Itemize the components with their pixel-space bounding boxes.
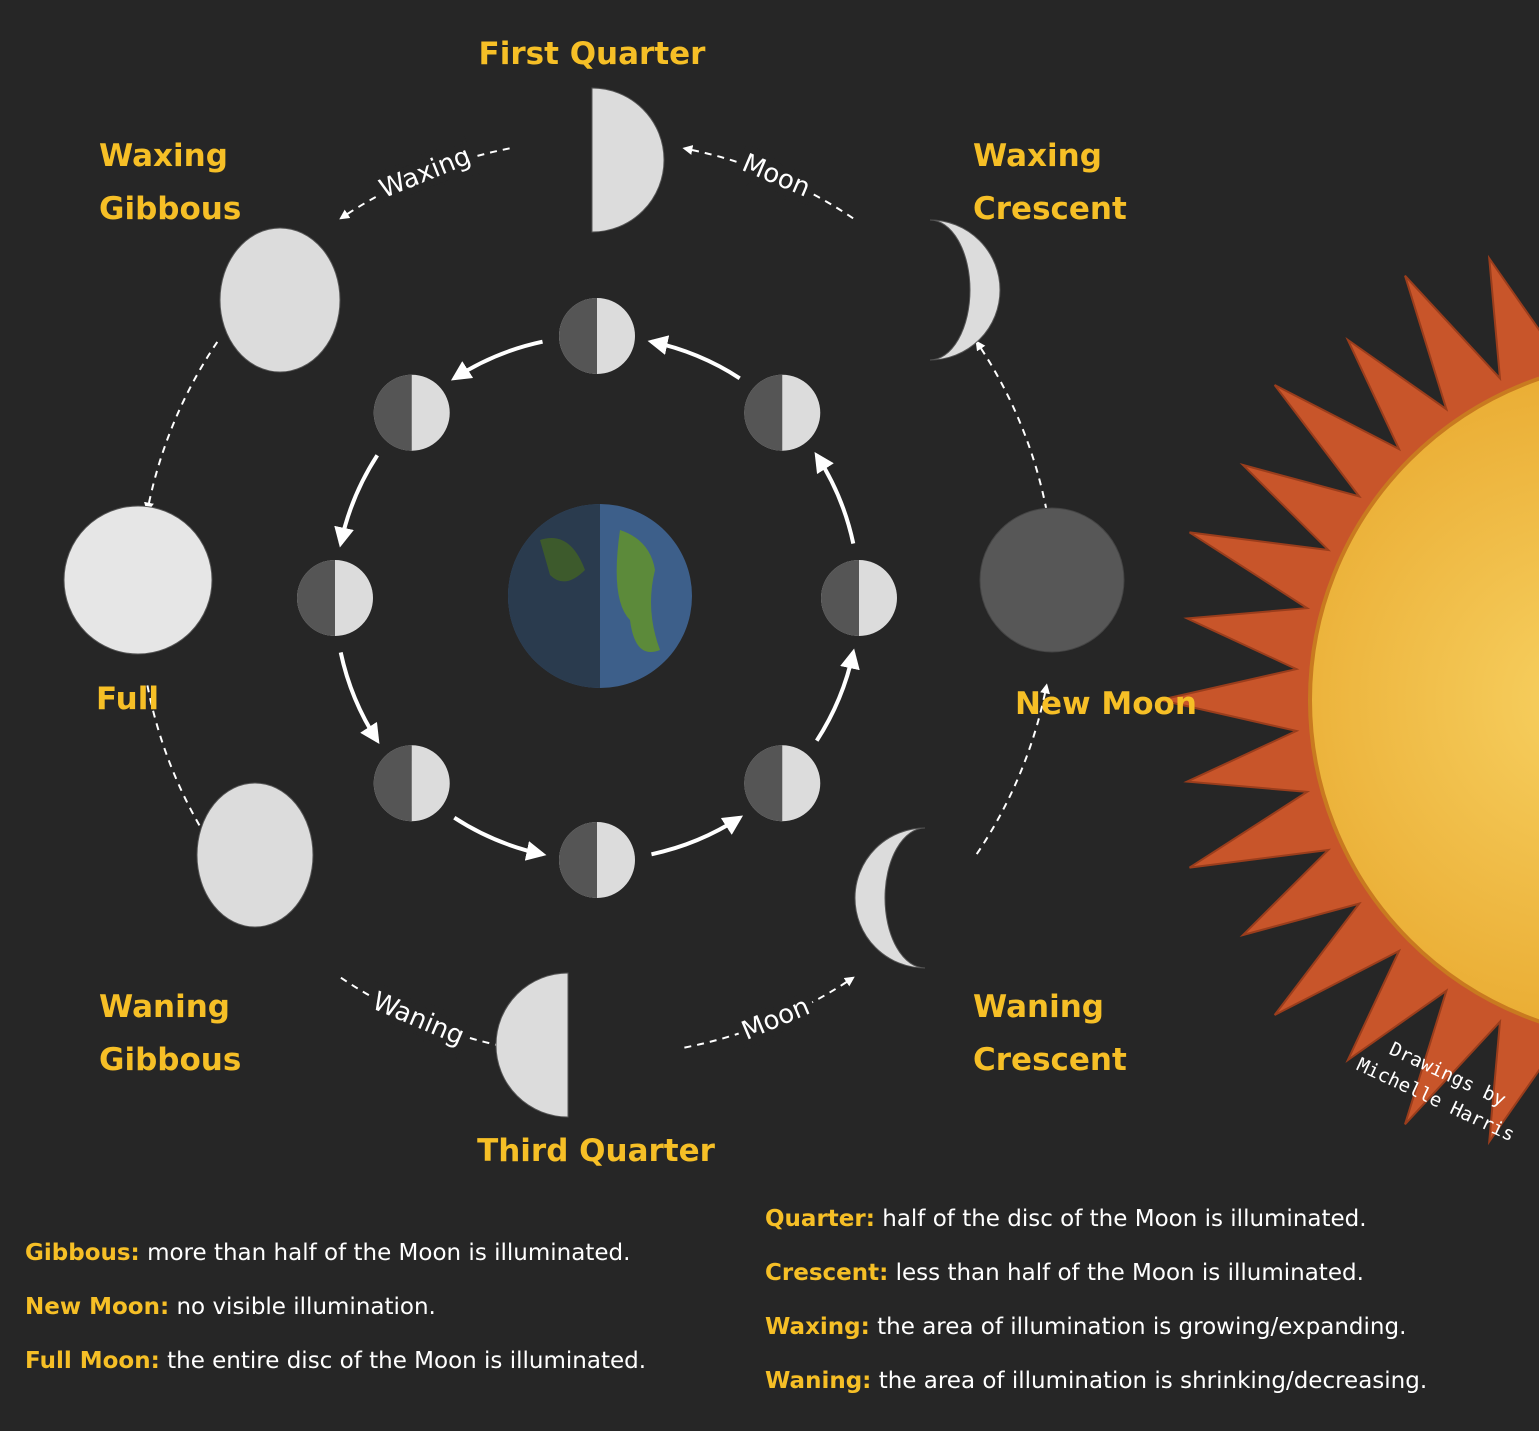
moon-phases-diagram: WaxingMoonWaningMoon Drawings by Michell… [0, 0, 1539, 1431]
inner-moon-shadow [744, 745, 782, 821]
phase-label-line: Third Quarter [477, 1125, 715, 1178]
inner-moon-shadow [744, 375, 782, 451]
orbit-arrow [651, 342, 739, 379]
orbit-arrow [651, 818, 739, 855]
moon-waning-crescent [855, 828, 925, 968]
definition-text: more than half of the Moon is illuminate… [147, 1240, 630, 1266]
definitions-right: Quarter: half of the disc of the Moon is… [765, 1192, 1427, 1408]
orbit-arrow [454, 818, 542, 855]
moon-first-quarter [592, 88, 664, 232]
orbit-label: Waxing [375, 141, 475, 205]
phase-label-line: Waning [973, 981, 1127, 1034]
orbit-arrow [977, 342, 1047, 511]
orbit-arrow [817, 455, 854, 543]
orbit-arrow [341, 455, 378, 543]
phase-label: First Quarter [479, 28, 706, 81]
definition-text: half of the disc of the Moon is illumina… [882, 1206, 1366, 1232]
phase-label-line: Waxing [973, 130, 1127, 183]
definition-text: the area of illumination is shrinking/de… [879, 1368, 1427, 1394]
phase-label-line: New Moon [1015, 678, 1197, 731]
moon-waxing-gibbous [220, 228, 340, 372]
definition-term: Waxing: [765, 1314, 870, 1340]
moon-new [980, 508, 1124, 652]
definition: Gibbous: more than half of the Moon is i… [25, 1226, 646, 1280]
phase-label: New Moon [1015, 678, 1197, 731]
orbit-arrow [454, 342, 542, 379]
inner-moon-shadow [297, 560, 335, 636]
definition-text: no visible illumination. [176, 1294, 435, 1320]
definition: Waxing: the area of illumination is grow… [765, 1300, 1427, 1354]
definition-term: Quarter: [765, 1206, 875, 1232]
definition: Waning: the area of illumination is shri… [765, 1354, 1427, 1408]
definition-text: the entire disc of the Moon is illuminat… [167, 1348, 646, 1374]
definition-term: New Moon: [25, 1294, 169, 1320]
inner-moon-shadow [559, 822, 597, 898]
definition-term: Gibbous: [25, 1240, 140, 1266]
orbit-label: Waning [368, 986, 469, 1051]
inner-moon-shadow [374, 375, 412, 451]
orbit-label: Moon [737, 992, 814, 1047]
moon-full [64, 506, 212, 654]
definition: Crescent: less than half of the Moon is … [765, 1246, 1427, 1300]
definition: Quarter: half of the disc of the Moon is… [765, 1192, 1427, 1246]
phase-label-line: First Quarter [479, 28, 706, 81]
phase-label-line: Waning [99, 981, 241, 1034]
definition-text: the area of illumination is growing/expa… [877, 1314, 1406, 1340]
phase-label-line: Full [96, 673, 159, 726]
phase-label: Third Quarter [477, 1125, 715, 1178]
phase-label-line: Crescent [973, 183, 1127, 236]
inner-moon-shadow [559, 298, 597, 374]
definitions-left: Gibbous: more than half of the Moon is i… [25, 1226, 646, 1388]
phase-label-line: Waxing [99, 130, 241, 183]
orbit-arrow [817, 652, 854, 740]
definition: New Moon: no visible illumination. [25, 1280, 646, 1334]
phase-label-line: Gibbous [99, 183, 241, 236]
moon-waning-gibbous [197, 783, 313, 927]
phase-label-line: Crescent [973, 1034, 1127, 1087]
moon-waxing-crescent [930, 220, 1000, 360]
phase-label-line: Gibbous [99, 1034, 241, 1087]
definition-term: Waning: [765, 1368, 871, 1394]
phase-label: Full [96, 673, 159, 726]
orbit-label: Moon [738, 148, 815, 203]
earth-night-side [508, 504, 600, 688]
sun [1160, 217, 1539, 1182]
definition: Full Moon: the entire disc of the Moon i… [25, 1334, 646, 1388]
orbit-arrow [147, 342, 217, 511]
moon-third-quarter [496, 973, 568, 1117]
orbit-arrow [341, 652, 378, 740]
inner-moon-shadow [374, 745, 412, 821]
definition-term: Crescent: [765, 1260, 888, 1286]
definition-text: less than half of the Moon is illuminate… [896, 1260, 1364, 1286]
inner-moon-shadow [821, 560, 859, 636]
definition-term: Full Moon: [25, 1348, 160, 1374]
